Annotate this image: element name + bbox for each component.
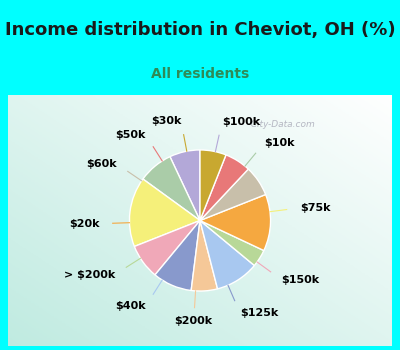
Wedge shape bbox=[130, 179, 200, 246]
Text: $125k: $125k bbox=[240, 308, 278, 318]
Wedge shape bbox=[200, 155, 248, 220]
Text: $30k: $30k bbox=[151, 117, 181, 126]
Wedge shape bbox=[200, 195, 270, 251]
Wedge shape bbox=[200, 220, 264, 266]
Wedge shape bbox=[200, 150, 226, 220]
Text: $50k: $50k bbox=[116, 131, 146, 140]
Text: $200k: $200k bbox=[175, 316, 213, 326]
Wedge shape bbox=[143, 157, 200, 220]
Text: $100k: $100k bbox=[222, 117, 260, 127]
Text: All residents: All residents bbox=[151, 67, 249, 81]
Wedge shape bbox=[191, 220, 218, 291]
Wedge shape bbox=[200, 220, 254, 289]
Text: $150k: $150k bbox=[282, 275, 320, 285]
Wedge shape bbox=[200, 169, 266, 220]
Wedge shape bbox=[155, 220, 200, 290]
Wedge shape bbox=[134, 220, 200, 275]
Text: $10k: $10k bbox=[264, 138, 295, 148]
Wedge shape bbox=[170, 150, 200, 220]
Text: $40k: $40k bbox=[115, 301, 146, 310]
Text: > $200k: > $200k bbox=[64, 270, 115, 280]
Text: $20k: $20k bbox=[69, 219, 99, 229]
Text: $75k: $75k bbox=[300, 203, 330, 213]
Text: City-Data.com: City-Data.com bbox=[245, 120, 315, 129]
Text: Income distribution in Cheviot, OH (%): Income distribution in Cheviot, OH (%) bbox=[5, 21, 395, 39]
Text: $60k: $60k bbox=[86, 159, 117, 169]
